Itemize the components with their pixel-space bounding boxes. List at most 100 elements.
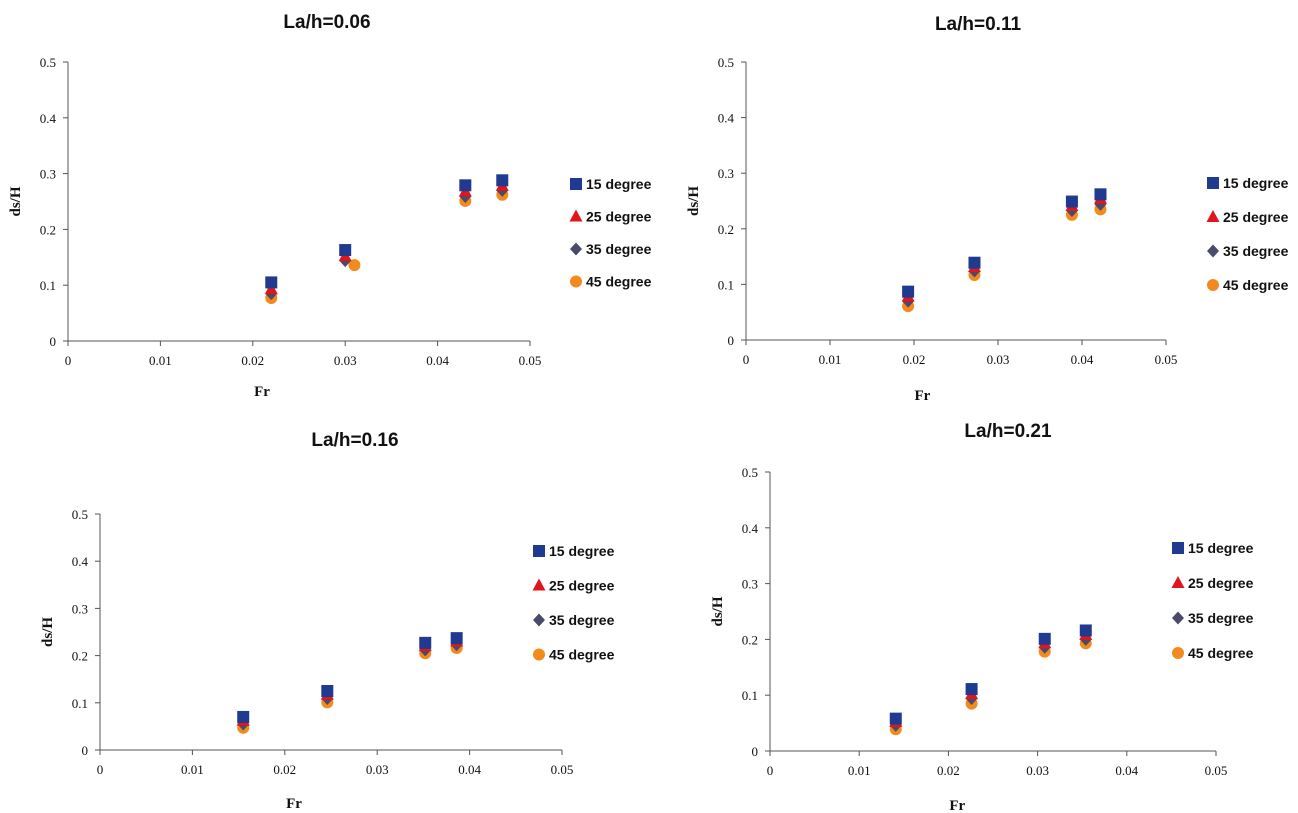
x-tick-label: 0.02	[241, 353, 264, 368]
x-tick-label: 0.04	[1071, 352, 1094, 367]
y-tick-label: 0.3	[742, 577, 758, 592]
data-point	[321, 685, 334, 697]
legend-marker	[1207, 177, 1219, 189]
y-tick-label: 0.5	[40, 55, 56, 70]
y-tick-label: 0.2	[40, 222, 56, 237]
legend-label: 45 degree	[586, 274, 652, 290]
y-axis-label: ds/H	[40, 617, 56, 647]
legend-label: 15 degree	[1188, 540, 1254, 556]
chart-title: La/h=0.11	[935, 14, 1022, 35]
y-axis-label: ds/H	[686, 186, 702, 216]
legend-label: 45 degree	[549, 647, 615, 663]
legend-marker	[569, 209, 583, 222]
data-point	[419, 636, 432, 649]
data-point	[1065, 195, 1078, 208]
legend-label: 25 degree	[1223, 209, 1289, 225]
data-point	[902, 285, 915, 298]
x-tick-label: 0.03	[366, 762, 389, 777]
x-tick-label: 0.05	[1205, 763, 1228, 778]
y-tick-label: 0.1	[718, 277, 734, 292]
y-tick-label: 0	[50, 334, 57, 349]
x-tick-label: 0	[767, 763, 774, 778]
y-tick-label: 0	[82, 743, 89, 758]
chart-panel-la-h-0-06: La/h=0.06 0 0.01 0.02 0.03 0.04 0.05 0 0.1 0.2 0.3…	[8, 12, 652, 400]
legend-label: 35 degree	[586, 241, 652, 257]
y-tick-label: 0	[752, 744, 759, 759]
x-tick-label: 0	[65, 353, 72, 368]
y-tick-label: 0.2	[718, 222, 734, 237]
legend-label: 25 degree	[586, 209, 652, 225]
legend-label: 15 degree	[549, 543, 615, 559]
data-point	[968, 256, 981, 269]
y-tick-label: 0.2	[72, 649, 88, 664]
x-tick-label: 0.04	[1115, 763, 1138, 778]
data-point	[965, 683, 978, 696]
legend-label: 25 degree	[549, 578, 615, 594]
legend-marker	[1172, 542, 1184, 554]
legend-label: 35 degree	[549, 612, 615, 628]
legend-marker	[570, 275, 582, 288]
y-tick-label: 0.2	[742, 632, 758, 647]
x-tick-label: 0.02	[273, 762, 296, 777]
data-point	[1038, 632, 1051, 645]
legend-marker	[1172, 611, 1184, 625]
legend-label: 35 degree	[1223, 243, 1289, 259]
data-point	[889, 712, 902, 725]
y-tick-label: 0.5	[72, 507, 88, 522]
y-tick-label: 0.1	[72, 696, 88, 711]
legend-label: 45 degree	[1223, 277, 1289, 293]
x-tick-label: 0.02	[937, 763, 960, 778]
x-tick-label: 0	[743, 352, 750, 367]
x-tick-label: 0.03	[987, 352, 1010, 367]
x-axis-label: Fr	[254, 384, 270, 400]
y-tick-label: 0.4	[72, 554, 89, 569]
x-tick-label: 0.04	[426, 353, 449, 368]
legend-label: 25 degree	[1188, 575, 1254, 591]
chart-panel-la-h-0-11: La/h=0.11 0 0.01 0.02 0.03 0.04 0.05 0 0.1 0.2 0.3…	[686, 14, 1289, 404]
y-tick-label: 0.3	[718, 166, 734, 181]
y-tick-label: 0	[728, 333, 735, 348]
legend-label: 15 degree	[586, 176, 652, 192]
chart-panel-la-h-0-21: La/h=0.21 0 0.01 0.02 0.03 0.04 0.05 0 0.1 0.2 0.3…	[710, 421, 1254, 813]
legend-marker	[1206, 210, 1220, 222]
legend-marker	[570, 242, 582, 256]
y-tick-label: 0.5	[742, 465, 758, 480]
x-axis-label: Fr	[949, 798, 965, 813]
y-axis-label: ds/H	[8, 186, 24, 216]
data-point	[348, 259, 361, 272]
y-axis-label: ds/H	[710, 596, 726, 626]
chart-title: La/h=0.06	[283, 12, 370, 33]
y-tick-label: 0.3	[40, 167, 56, 182]
data-point	[496, 174, 509, 187]
legend-label: 15 degree	[1223, 175, 1289, 191]
y-tick-label: 0.4	[742, 521, 759, 536]
data-point	[265, 276, 278, 289]
y-tick-label: 0.1	[742, 688, 758, 703]
x-tick-label: 0.05	[551, 762, 574, 777]
data-point	[459, 179, 472, 192]
legend-marker	[1172, 647, 1184, 659]
x-tick-label: 0.01	[181, 762, 204, 777]
y-tick-label: 0.1	[40, 278, 56, 293]
data-point	[1079, 624, 1092, 637]
x-axis-label: Fr	[286, 796, 302, 812]
y-tick-label: 0.4	[40, 111, 57, 126]
data-point	[450, 632, 463, 645]
legend-marker	[1207, 279, 1219, 291]
x-tick-label: 0.03	[334, 353, 357, 368]
x-tick-label: 0.04	[458, 762, 481, 777]
x-tick-label: 0.02	[903, 352, 926, 367]
x-tick-label: 0.05	[1155, 352, 1178, 367]
x-tick-label: 0.03	[1026, 763, 1049, 778]
x-tick-label: 0.01	[149, 353, 172, 368]
data-point	[339, 244, 352, 257]
legend-marker	[533, 545, 545, 557]
chart-panel-la-h-0-16: La/h=0.16 0 0.01 0.02 0.03 0.04 0.05 0 0.1 0.2 0.3…	[40, 430, 615, 812]
legend-marker	[1207, 244, 1219, 258]
y-tick-label: 0.3	[72, 601, 88, 616]
legend-marker	[1171, 576, 1185, 588]
legend-marker	[533, 613, 545, 627]
legend-marker	[533, 648, 545, 661]
chart-title: La/h=0.21	[964, 421, 1052, 442]
